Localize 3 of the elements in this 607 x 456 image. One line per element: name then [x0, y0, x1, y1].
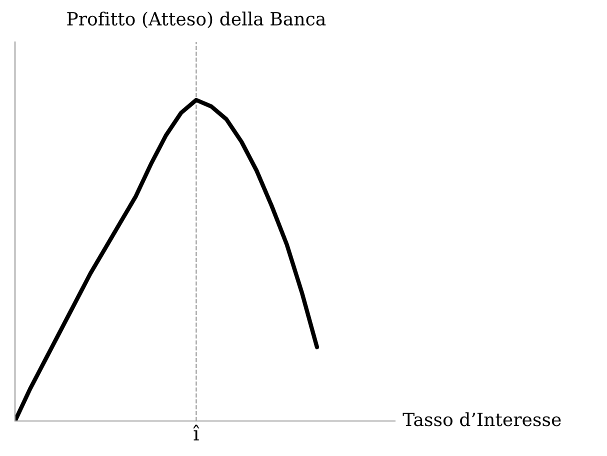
text: î [193, 424, 200, 440]
x-axis-title: Tasso d’Interesse [402, 412, 561, 426]
chart-title: Profitto (Atteso) della Banca [67, 12, 326, 28]
